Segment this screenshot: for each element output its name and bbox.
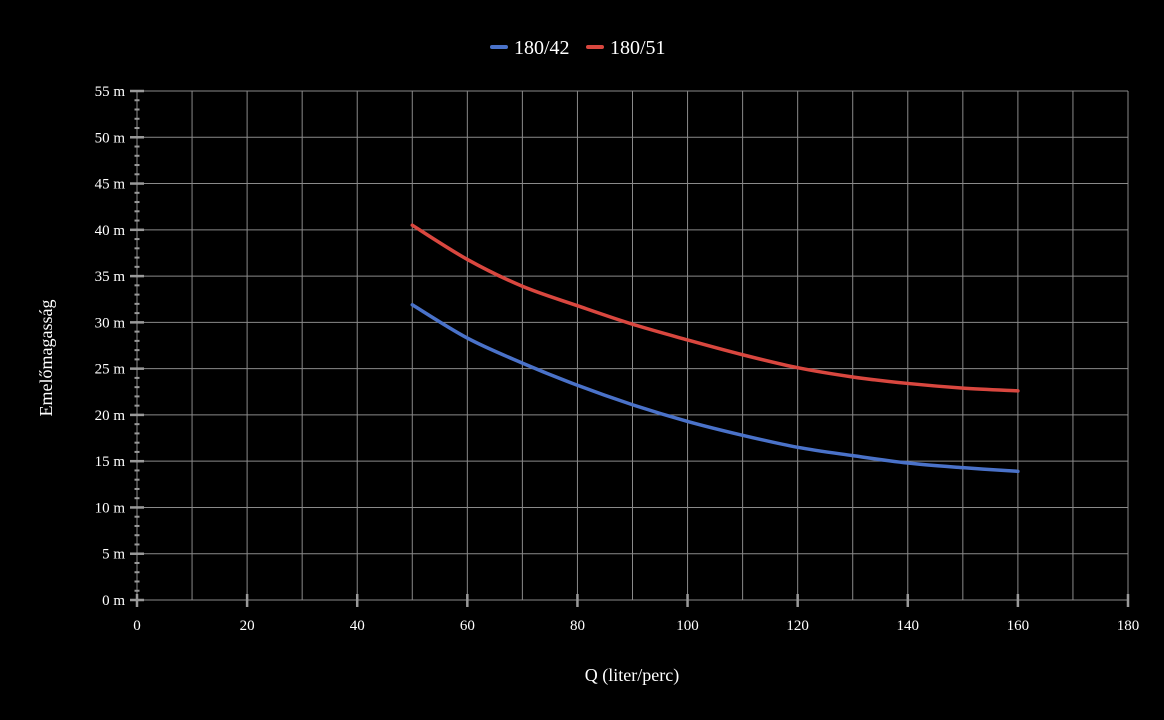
y-tick-label: 50 m xyxy=(95,130,126,146)
x-axis-title: Q (liter/perc) xyxy=(585,665,679,686)
y-tick-label: 30 m xyxy=(95,315,126,331)
series-lines xyxy=(410,223,1020,474)
y-tick-label: 10 m xyxy=(95,500,126,516)
x-tick-label: 20 xyxy=(240,618,255,634)
x-tick-label: 120 xyxy=(786,618,809,634)
x-tick-label: 0 xyxy=(133,618,141,634)
x-tick-label: 160 xyxy=(1007,618,1030,634)
y-tick-label: 15 m xyxy=(95,454,126,470)
legend-label: 180/42 xyxy=(514,37,570,59)
y-tick-label: 45 m xyxy=(95,177,126,193)
grid xyxy=(136,90,1129,601)
x-tick-label: 80 xyxy=(570,618,585,634)
y-tick-label: 55 m xyxy=(95,84,126,100)
y-tick-label: 40 m xyxy=(95,223,126,239)
axis-ticks: 0 m 5 m 10 m 15 m 20 m 25 m 30 m 35 m 40 m 45 m 50… xyxy=(95,84,1140,634)
y-tick-label: 0 m xyxy=(102,593,125,609)
x-tick-label: 60 xyxy=(460,618,475,634)
x-tick-label: 180 xyxy=(1117,618,1140,634)
series-line-180-51 xyxy=(410,223,1020,393)
y-tick-label: 25 m xyxy=(95,362,126,378)
series-line-180-42 xyxy=(410,303,1020,474)
y-tick-label: 35 m xyxy=(95,269,126,285)
legend: 180/42 180/51 xyxy=(490,37,666,59)
x-tick-label: 140 xyxy=(897,618,920,634)
y-tick-label: 20 m xyxy=(95,408,126,424)
legend-label: 180/51 xyxy=(610,37,666,59)
y-tick-label: 5 m xyxy=(102,547,125,563)
x-tick-label: 40 xyxy=(350,618,365,634)
y-axis-title: Emelőmagasság xyxy=(36,300,56,417)
x-tick-label: 100 xyxy=(676,618,699,634)
